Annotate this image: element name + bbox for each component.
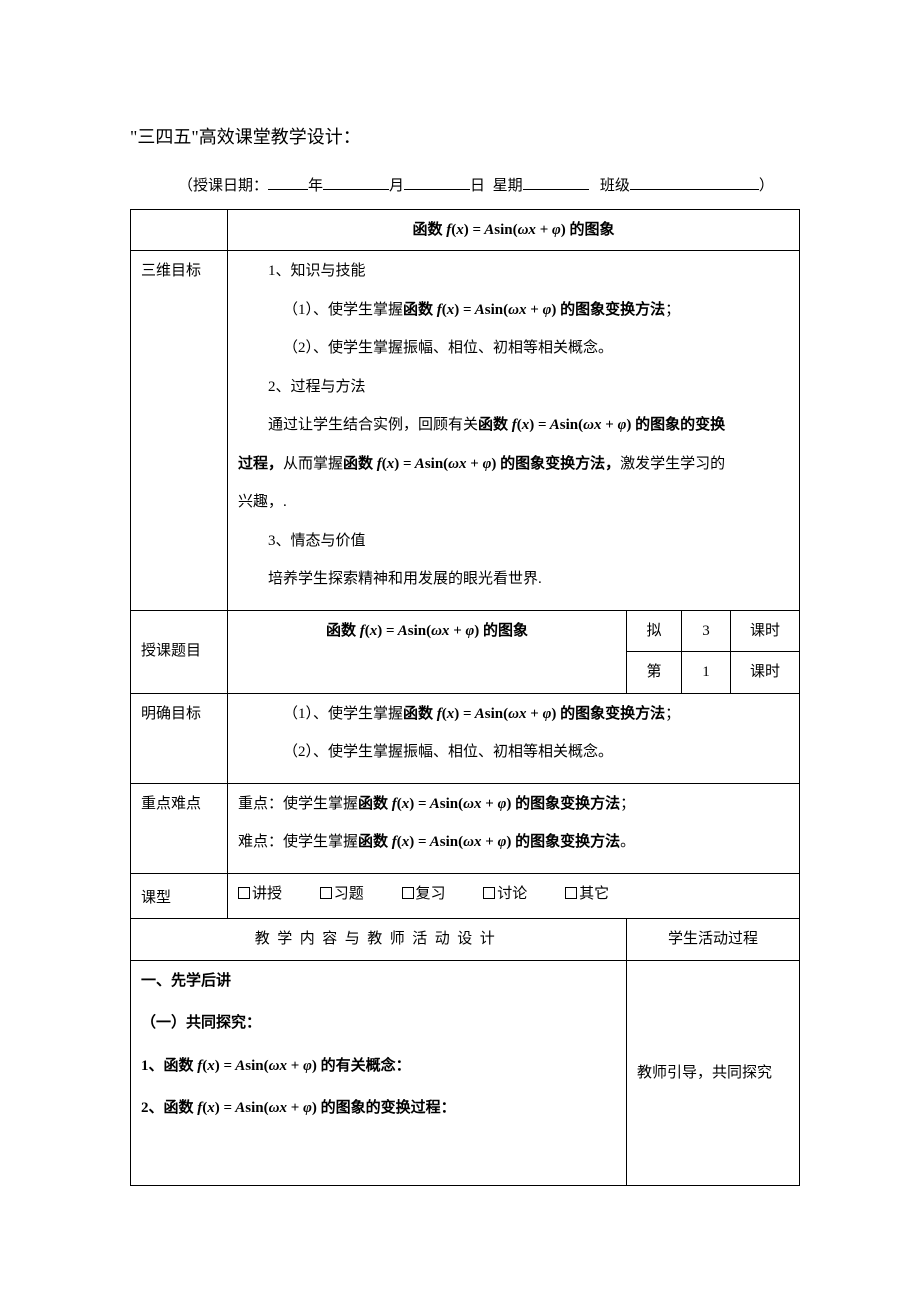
class-blank <box>630 174 759 190</box>
zdnd-content: 重点：使学生掌握函数 f(x) = Asin(ωx + φ) 的图象变换方法； … <box>228 783 800 873</box>
di-label: 第 <box>627 652 682 694</box>
lesson-date-line: （授课日期： 年 月 日 星期 班级 ） <box>130 172 800 201</box>
checkbox-icon <box>238 887 250 899</box>
checkbox-icon <box>565 887 577 899</box>
class-label: 班级 <box>600 178 630 194</box>
body-left: 一、先学后讲 （一）共同探究： 1、函数 f(x) = Asin(ωx + φ)… <box>131 960 627 1186</box>
opt-exercise: 习题 <box>320 880 364 909</box>
design-left-header: 教学内容与教师活动设计 <box>131 919 627 961</box>
di-unit: 课时 <box>731 652 800 694</box>
header-title: 函数 f(x) = Asin(ωx + φ) 的图象 <box>228 209 800 251</box>
di-count: 1 <box>682 652 731 694</box>
opt-lecture: 讲授 <box>238 880 282 909</box>
shouke-title: 函数 f(x) = Asin(ωx + φ) 的图象 <box>228 610 627 693</box>
ni-unit: 课时 <box>731 610 800 652</box>
row-label-mingque: 明确目标 <box>131 693 228 783</box>
year-label: 年 <box>308 178 323 194</box>
opt-other: 其它 <box>565 880 609 909</box>
header-left-empty <box>131 209 228 251</box>
checkbox-icon <box>483 887 495 899</box>
date-prefix: （授课日期： <box>178 178 268 194</box>
row-label-sanwei: 三维目标 <box>131 251 228 611</box>
row-label-ketype: 课型 <box>131 873 228 919</box>
ni-count: 3 <box>682 610 731 652</box>
opt-review: 复习 <box>402 880 446 909</box>
year-blank <box>268 174 308 190</box>
weekday-blank <box>523 174 589 190</box>
lesson-plan-table: 函数 f(x) = Asin(ωx + φ) 的图象 三维目标 1、知识与技能 … <box>130 209 800 1187</box>
date-suffix: ） <box>759 178 774 194</box>
day-label: 日 <box>470 178 485 194</box>
body-right: 教师引导，共同探究 <box>627 960 800 1186</box>
sanwei-content: 1、知识与技能 （1）、使学生掌握函数 f(x) = Asin(ωx + φ) … <box>228 251 800 611</box>
row-label-shouke: 授课题目 <box>131 610 228 693</box>
weekday-label: 星期 <box>493 178 523 194</box>
checkbox-icon <box>402 887 414 899</box>
ni-label: 拟 <box>627 610 682 652</box>
design-right-header: 学生活动过程 <box>627 919 800 961</box>
document-title: "三四五"高效课堂教学设计： <box>130 120 800 154</box>
ketype-options: 讲授 习题 复习 讨论 其它 <box>228 873 800 919</box>
month-label: 月 <box>389 178 404 194</box>
month-blank <box>323 174 389 190</box>
day-blank <box>404 174 470 190</box>
opt-discuss: 讨论 <box>483 880 527 909</box>
mingque-content: （1）、使学生掌握函数 f(x) = Asin(ωx + φ) 的图象变换方法；… <box>228 693 800 783</box>
checkbox-icon <box>320 887 332 899</box>
row-label-zdnd: 重点难点 <box>131 783 228 873</box>
